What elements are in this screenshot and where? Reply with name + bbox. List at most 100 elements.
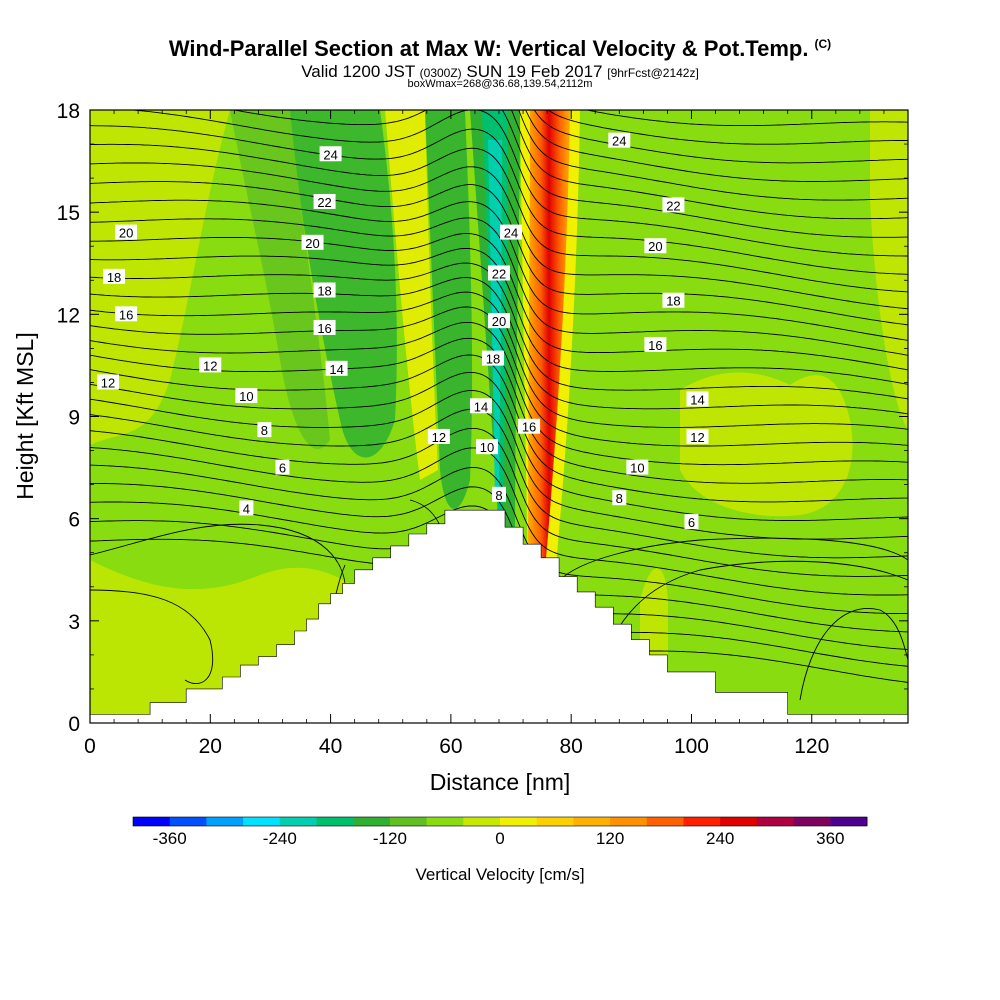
contour-label-box bbox=[103, 268, 126, 284]
chart-title: Wind-Parallel Section at Max W: Vertical… bbox=[0, 36, 1000, 62]
colorbar-tick-label: 240 bbox=[706, 829, 734, 848]
contour-label-box bbox=[481, 350, 504, 366]
contour-label: 14 bbox=[686, 391, 709, 407]
colorbar-swatch bbox=[133, 817, 171, 826]
box-wmax-line: boxWmax=268@36.68,139.54,2112m bbox=[407, 78, 593, 90]
colorbar-swatch bbox=[463, 817, 501, 826]
colorbar-swatch bbox=[610, 817, 648, 826]
colorbar-swatch bbox=[683, 817, 721, 826]
colorbar-swatch bbox=[389, 817, 428, 826]
contour-label-text: 16 bbox=[317, 321, 331, 336]
x-tick-label: 0 bbox=[84, 735, 96, 758]
contour-label-text: 24 bbox=[504, 226, 518, 241]
axes: 0 20 40 60 80 100 120 0 3 6 9 12 15 18 bbox=[57, 100, 909, 758]
contour-label-text: 16 bbox=[522, 420, 536, 435]
contour-label: 8 bbox=[612, 490, 627, 506]
contour-label-box bbox=[239, 500, 254, 516]
x-tick-label: 20 bbox=[199, 735, 222, 758]
theta-contour bbox=[90, 321, 908, 466]
theta-contour bbox=[511, 110, 908, 220]
contour-label-box bbox=[319, 146, 342, 162]
theta-contour bbox=[90, 464, 908, 615]
x-axis-label: Distance [nm] bbox=[430, 769, 571, 795]
contour-label: 8 bbox=[492, 486, 506, 503]
contour-label-box bbox=[115, 306, 138, 322]
theta-contour bbox=[90, 217, 908, 356]
contour-label-text: 24 bbox=[612, 134, 626, 149]
contour-label: 16 bbox=[518, 418, 541, 435]
contour-label: 12 bbox=[199, 357, 222, 373]
colorbar-swatch bbox=[206, 817, 244, 826]
colorbar-swatch bbox=[426, 817, 464, 826]
theta-contour bbox=[90, 199, 908, 341]
contour-label-box bbox=[313, 193, 336, 209]
contour-label-box bbox=[684, 514, 699, 530]
colorbar-swatch bbox=[169, 817, 207, 826]
contour-label-text: 18 bbox=[317, 283, 331, 298]
theta-contour bbox=[127, 110, 908, 257]
contour-label: 10 bbox=[235, 388, 258, 404]
contour-label-box bbox=[235, 388, 258, 404]
contour-label-box bbox=[313, 282, 336, 298]
contour-label: 6 bbox=[684, 514, 699, 530]
contour-label: 10 bbox=[626, 459, 649, 476]
colorbar-tick-label: -120 bbox=[373, 829, 407, 848]
contour-label: 18 bbox=[313, 282, 336, 298]
velocity-isoline bbox=[559, 537, 908, 581]
copyright-mark: (C) bbox=[814, 36, 832, 51]
contour-label: 12 bbox=[97, 374, 120, 390]
y-tick-label: 9 bbox=[68, 407, 80, 430]
contour-label: 16 bbox=[115, 306, 138, 322]
contour-label: 10 bbox=[475, 439, 498, 455]
theta-contour bbox=[547, 110, 908, 145]
updraft-shoulder-west bbox=[385, 110, 438, 480]
colorbar: -360 -240 -120 0 120 240 360 bbox=[132, 816, 868, 848]
colorbar-tick-label: 0 bbox=[495, 829, 504, 848]
contour-label: 20 bbox=[301, 234, 324, 251]
contour-label-box bbox=[518, 418, 541, 434]
contour-label-box bbox=[475, 439, 498, 455]
contour-label-text: 22 bbox=[317, 195, 331, 210]
downdraft-band-2 bbox=[425, 110, 473, 509]
contour-label-box bbox=[644, 238, 667, 254]
contour-label-box bbox=[612, 490, 627, 506]
theta-contour bbox=[90, 143, 908, 293]
colorbar-swatch bbox=[279, 817, 317, 826]
contour-label-text: 8 bbox=[495, 488, 502, 503]
contour-label-text: 20 bbox=[648, 239, 662, 254]
contour-label-box bbox=[626, 459, 649, 475]
valid-time-line: Valid 1200 JST (0300Z) SUN 19 Feb 2017 [… bbox=[0, 62, 1000, 82]
contour-label-text: 18 bbox=[666, 294, 680, 309]
contour-label-text: 20 bbox=[305, 236, 319, 251]
contour-label-text: 20 bbox=[119, 226, 133, 241]
x-tick-label: 100 bbox=[674, 735, 709, 758]
contour-label-box bbox=[199, 357, 222, 373]
colorbar-swatch bbox=[536, 817, 574, 826]
contour-label-layer: 24 22 20 18 16 14 12 10 8 6 4 20 18 16 12 12 24 22 20 18 14 1… bbox=[97, 132, 709, 530]
contour-label: 24 bbox=[500, 224, 523, 241]
colorbar-tick-label: 120 bbox=[596, 829, 624, 848]
contour-label: 22 bbox=[313, 193, 336, 210]
contour-label: 24 bbox=[319, 146, 342, 162]
theta-contour bbox=[518, 110, 908, 201]
contour-label-text: 16 bbox=[648, 338, 662, 353]
contour-label: 18 bbox=[103, 268, 126, 285]
terrain-layer bbox=[89, 509, 909, 724]
colorbar-swatch bbox=[353, 817, 391, 826]
velocity-isoline bbox=[90, 523, 346, 601]
contour-label-box bbox=[488, 313, 510, 329]
contour-label-text: 4 bbox=[243, 501, 250, 516]
contour-label: 18 bbox=[481, 350, 504, 367]
terrain-mask bbox=[89, 509, 909, 724]
theta-contour bbox=[585, 110, 908, 127]
theta-contour bbox=[90, 371, 908, 521]
contour-label-box bbox=[275, 459, 290, 475]
theta-contour bbox=[90, 427, 908, 577]
theta-contour bbox=[90, 181, 908, 326]
contour-label-text: 10 bbox=[480, 440, 494, 455]
valid-time: Valid 1200 JST bbox=[301, 62, 415, 81]
contour-label-text: 6 bbox=[688, 515, 695, 530]
contour-label-text: 12 bbox=[203, 358, 217, 373]
x-tick-label: 120 bbox=[794, 735, 829, 758]
contour-label-text: 18 bbox=[107, 270, 121, 285]
